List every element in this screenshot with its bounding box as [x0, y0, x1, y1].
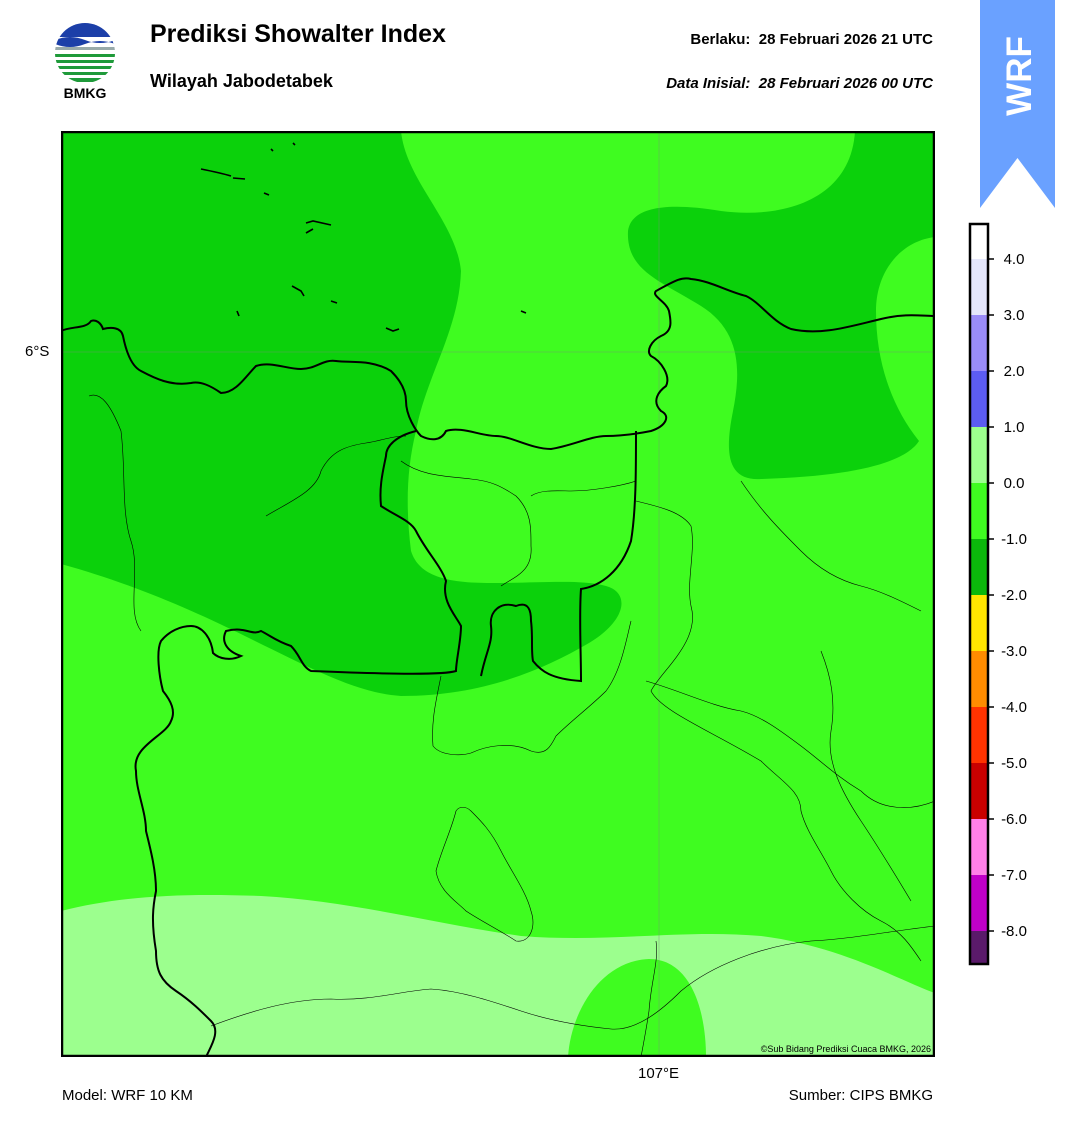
border-g	[645, 680, 935, 808]
border-d	[530, 480, 637, 497]
map-copyright: ©Sub Bidang Prediksi Cuaca BMKG, 2026	[761, 1044, 931, 1054]
source-label: Sumber: CIPS BMKG	[788, 1087, 933, 1104]
wrf-badge-text: WRF	[1000, 36, 1039, 116]
border-a	[88, 394, 142, 632]
colorbar-band	[970, 763, 988, 819]
bmkg-logo: BMKG	[55, 23, 115, 101]
province-border-jakarta-banten	[134, 430, 463, 1057]
border-b	[265, 435, 407, 517]
colorbar-tick-label: -5.0	[1001, 755, 1027, 772]
valid-time: Berlaku: 28 Februari 2026 21 UTC	[690, 31, 933, 48]
colorbar-tick-label: -3.0	[1001, 643, 1027, 660]
coastline	[61, 277, 935, 451]
colorbar-band	[970, 224, 988, 259]
valid-value: 28 Februari 2026 21 UTC	[758, 31, 933, 48]
colorbar-tick-label: 2.0	[1004, 363, 1025, 380]
latitude-label: 6°S	[25, 343, 50, 360]
colorbar-bands	[970, 224, 988, 964]
colorbar: 4.0 3.0 2.0 1.0 0.0 -1.0 -2.0 -3.0 -4.0 -5.0 -6.0 -…	[968, 222, 1027, 966]
border-l	[740, 480, 922, 612]
colorbar-ticks: 4.0 3.0 2.0 1.0 0.0 -1.0 -2.0 -3.0 -4.0 -5.0 -6.0 -…	[988, 251, 1027, 940]
contour-dark-green-east	[627, 131, 935, 480]
colorbar-band	[970, 707, 988, 763]
init-value: 28 Februari 2026 00 UTC	[758, 75, 933, 92]
colorbar-band	[970, 819, 988, 875]
border-e	[635, 500, 922, 962]
colorbar-tick-label: -7.0	[1001, 867, 1027, 884]
province-border-jakarta-jabar	[480, 430, 637, 683]
colorbar-band	[970, 539, 988, 595]
init-label: Data Inisial:	[666, 75, 751, 92]
colorbar-tick-label: 3.0	[1004, 307, 1025, 324]
colorbar-frame	[968, 222, 990, 966]
border-j	[640, 940, 657, 1057]
border-i	[210, 925, 935, 1030]
thousand-islands	[200, 142, 527, 332]
regency-borders	[88, 394, 935, 1057]
region-subtitle: Wilayah Jabodetabek	[150, 71, 333, 91]
map-frame	[61, 131, 935, 1057]
colorbar-band	[970, 259, 988, 315]
colorbar-tick-label: -6.0	[1001, 811, 1027, 828]
chart-title: Prediksi Showalter Index	[150, 20, 446, 48]
colorbar-band	[970, 651, 988, 707]
colorbar-band	[970, 371, 988, 427]
contour-dark-green-west	[61, 131, 622, 696]
colorbar-tick-label: 0.0	[1004, 475, 1025, 492]
colorbar-tick-label: -4.0	[1001, 699, 1027, 716]
colorbar-band	[970, 483, 988, 539]
colorbar-tick-label: 1.0	[1004, 419, 1025, 436]
border-f	[432, 620, 632, 756]
init-time: Data Inisial: 28 Februari 2026 00 UTC	[666, 75, 933, 92]
contour-light-green-south	[61, 894, 935, 1057]
border-c	[400, 460, 532, 587]
colorbar-band	[970, 595, 988, 651]
colorbar-band	[970, 427, 988, 483]
colorbar-tick-label: -1.0	[1001, 531, 1027, 548]
model-label: Model: WRF 10 KM	[62, 1087, 193, 1104]
colorbar-tick-label: -2.0	[1001, 587, 1027, 604]
longitude-label: 107°E	[638, 1065, 680, 1082]
showalter-index-map: ©Sub Bidang Prediksi Cuaca BMKG, 2026	[61, 131, 935, 1057]
colorbar-tick-label: 4.0	[1004, 251, 1025, 268]
colorbar-tick-label: -8.0	[1001, 923, 1027, 940]
logo-text: BMKG	[64, 85, 107, 101]
contour-green-pocket	[568, 959, 706, 1057]
colorbar-band	[970, 931, 988, 964]
border-h	[435, 806, 534, 942]
colorbar-band	[970, 315, 988, 371]
valid-label: Berlaku:	[690, 31, 751, 48]
colorbar-band	[970, 875, 988, 931]
border-k	[820, 650, 912, 902]
wrf-badge: WRF	[980, 0, 1055, 208]
